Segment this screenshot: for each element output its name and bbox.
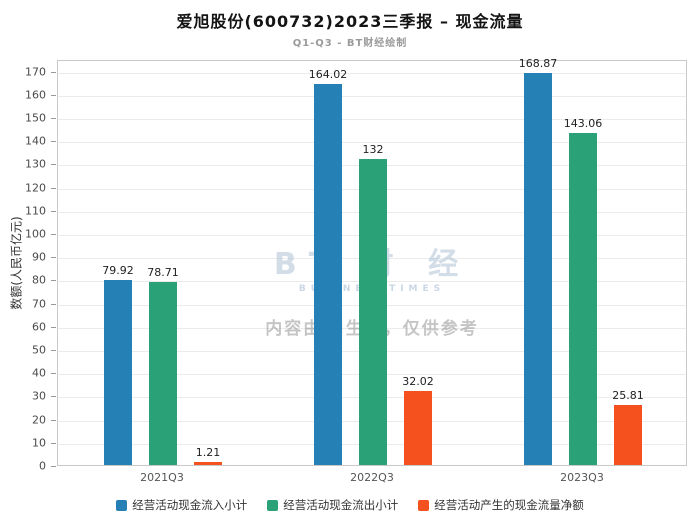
- gridline: [58, 142, 686, 144]
- y-axis-tick-label: 100: [25, 227, 46, 241]
- y-axis-tick: [51, 280, 56, 282]
- legend-item: 经营活动现金流入小计: [116, 497, 247, 513]
- bar-value-label: 132: [362, 142, 384, 156]
- y-axis-tick-label: 40: [32, 366, 46, 380]
- y-axis-tick-label: 90: [32, 250, 46, 264]
- x-axis-label: 2023Q3: [560, 471, 604, 484]
- y-axis-tick-label: 170: [25, 65, 46, 79]
- y-axis-tick-label: 10: [32, 436, 46, 450]
- legend: 经营活动现金流入小计 经营活动现金流出小计 经营活动产生的现金流量净额: [0, 497, 700, 513]
- bar-value-label: 164.02: [308, 68, 348, 82]
- y-axis-tick: [51, 141, 56, 143]
- bar-value-label: 168.87: [518, 57, 558, 71]
- bar-value-label: 78.71: [147, 266, 179, 280]
- bars-layer: 79.92 78.71 1.21 164.02 132 32.02 168.87 143.06…: [58, 57, 686, 465]
- bar-2022Q3-series-3: [404, 390, 432, 465]
- y-axis-tick: [51, 442, 56, 444]
- y-axis-tick: [51, 210, 56, 212]
- gridline: [58, 119, 686, 120]
- y-axis-tick-label: 150: [25, 111, 46, 125]
- y-axis-tick-label: 50: [32, 343, 46, 357]
- x-axis-label: 2021Q3: [140, 471, 184, 484]
- y-axis-tick: [51, 118, 56, 119]
- y-axis-tick-label: 160: [25, 88, 46, 102]
- chart-title: 爱旭股份(600732)2023三季报 – 现金流量: [176, 12, 524, 31]
- y-axis-tick: [51, 466, 56, 467]
- y-axis-tick: [51, 303, 56, 305]
- chart-subtitle: Q1-Q3 - BT财经绘制: [292, 38, 408, 49]
- legend-swatch: [267, 499, 279, 511]
- bar-value-label: 25.81: [612, 389, 644, 403]
- y-axis-tick: [51, 257, 56, 259]
- legend-label: 经营活动产生的现金流量净额: [434, 498, 584, 512]
- y-axis-tick: [51, 396, 56, 398]
- plot-area: BT 财 经 BUSINESSTIMES 内容由AI生成，仅供参考 79.927…: [57, 57, 687, 466]
- legend-item: 经营活动产生的现金流量净额: [418, 497, 584, 513]
- y-axis-tick-label: 60: [32, 320, 46, 334]
- y-axis-tick: [51, 419, 56, 421]
- legend-swatch: [418, 499, 430, 511]
- x-axis: 2021Q3 2022Q3 2023Q3: [57, 471, 687, 487]
- y-axis-tick: [51, 326, 56, 328]
- bar-2023Q3-series-2: [569, 133, 597, 465]
- y-axis-tick: [51, 164, 56, 166]
- bar-2022Q3-series-2: [359, 158, 387, 465]
- y-axis-tick-label: 140: [25, 134, 46, 148]
- bar-value-label: 143.06: [563, 117, 603, 131]
- y-axis-tick: [51, 373, 56, 375]
- bar-2023Q3-series-3: [614, 405, 642, 465]
- legend-item: 经营活动现金流出小计: [267, 497, 398, 513]
- y-axis-tick-label: 130: [25, 157, 46, 171]
- y-axis-tick-label: 70: [32, 297, 46, 311]
- y-axis-tick-label: 20: [32, 413, 46, 427]
- legend-label: 经营活动现金流入小计: [132, 498, 248, 512]
- gridline: [58, 95, 686, 97]
- bar-value-label: 32.02: [402, 374, 434, 388]
- y-axis-tick: [51, 350, 56, 351]
- bar-2021Q3-series-1: [104, 279, 132, 465]
- y-axis-tick-label: 110: [25, 204, 46, 218]
- bar-value-label: 79.92: [102, 263, 134, 277]
- y-axis-tick: [51, 187, 56, 189]
- bar-2022Q3-series-1: [314, 84, 342, 465]
- legend-swatch: [116, 499, 128, 511]
- bar-value-label: 1.21: [195, 446, 221, 460]
- y-axis-tick-label: 120: [25, 181, 46, 195]
- y-axis-tick-label: 0: [39, 459, 46, 473]
- y-axis-tick: [51, 94, 56, 96]
- gridline: [58, 72, 686, 74]
- y-axis-tick-label: 30: [32, 389, 46, 403]
- bar-2021Q3-series-3: [194, 462, 222, 465]
- x-axis-label: 2022Q3: [350, 471, 394, 484]
- y-axis: 0 10 20 30 40 50 60 70 80 90 100 110 120 130 140 150 160…: [0, 60, 57, 473]
- legend-label: 经营活动现金流出小计: [283, 498, 399, 512]
- y-axis-tick-label: 80: [32, 273, 46, 287]
- bar-2021Q3-series-2: [149, 282, 177, 465]
- y-axis-tick: [51, 234, 56, 235]
- bar-2023Q3-series-1: [524, 73, 552, 465]
- y-axis-tick: [51, 71, 56, 73]
